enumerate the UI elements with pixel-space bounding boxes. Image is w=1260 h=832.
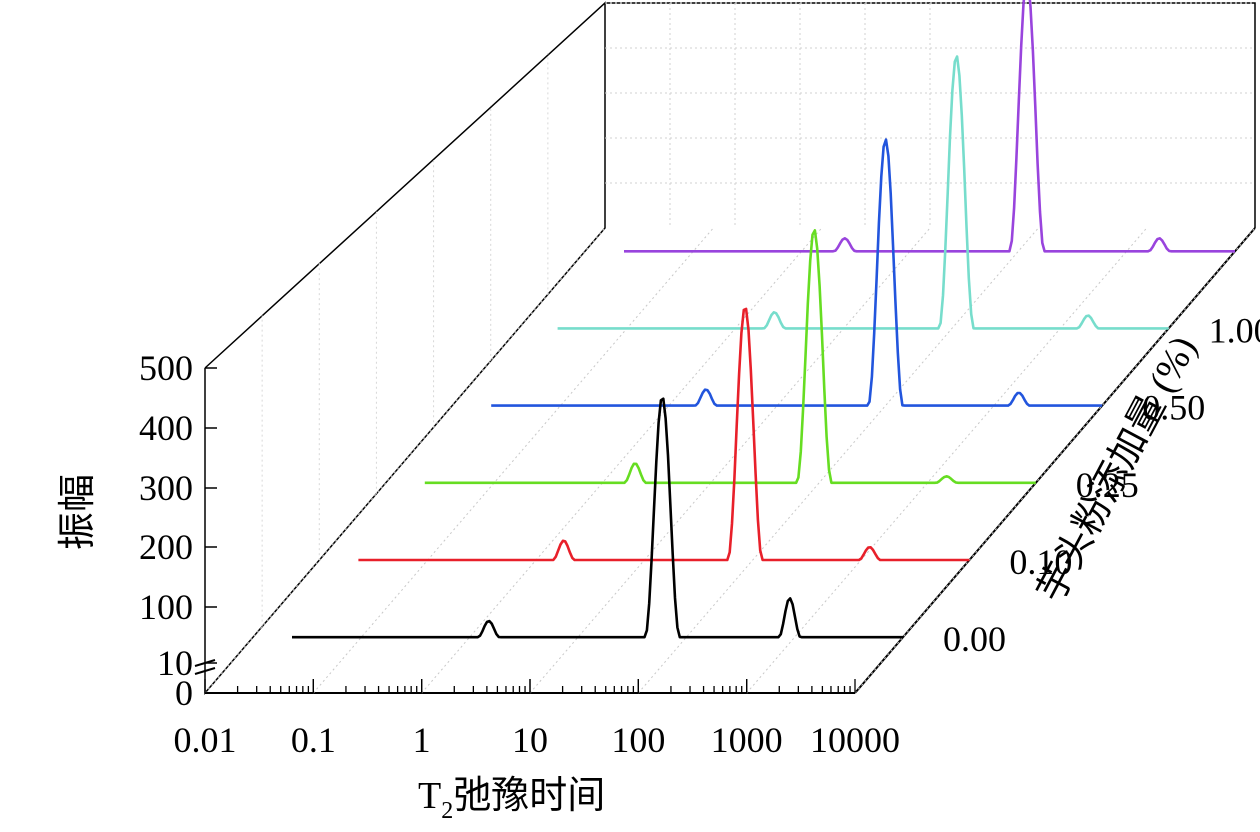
x-tick-label: 10000 (810, 720, 900, 760)
base-grid-line (204, 227, 606, 694)
y-tick-label: 100 (139, 587, 193, 627)
x-axis-title-sub: 2 (441, 798, 453, 824)
x-tick-label: 100 (611, 720, 665, 760)
series-line (557, 55, 1169, 330)
series-line (491, 138, 1103, 407)
series-line (358, 307, 970, 562)
series-line (624, 0, 1235, 253)
chart-frame (204, 1, 1256, 696)
chart-grid (204, 2, 1256, 694)
z-category-label: 0.50 (1142, 388, 1205, 428)
x-tick-label: 10 (512, 720, 548, 760)
x-axis-title-main: T (418, 775, 441, 817)
y-tick-label: 300 (139, 468, 193, 508)
y-tick-label: 10 (157, 643, 193, 683)
z-category-label: 0.10 (1009, 542, 1072, 582)
z-category-label: 0.00 (943, 619, 1006, 659)
y-tick-label: 200 (139, 527, 193, 567)
y-tick-label: 0 (175, 673, 193, 713)
base-grid-line (529, 227, 931, 694)
z-category-label: 0.25 (1076, 465, 1139, 505)
x-tick-label: 1 (413, 720, 431, 760)
z-axis-title: 芋头粉添加量 (%) (1030, 330, 1205, 610)
x-tick-label: 1000 (711, 720, 783, 760)
base-grid-line (746, 227, 1148, 694)
series-line (292, 397, 903, 639)
z-category-label: 1.00 (1209, 310, 1260, 350)
x-tick-label: 0.1 (291, 720, 336, 760)
y-axis-title: 振幅 (57, 474, 99, 550)
y-tick-label: 400 (139, 408, 193, 448)
series-layer (292, 0, 1235, 639)
x-tick-label: 0.01 (174, 720, 237, 760)
base-grid-line (312, 227, 714, 694)
y-axis-ticks: 010 100 200 300 400 500 (139, 348, 217, 713)
z-axis-labels: 1.501.000.500.250.100.00 (943, 310, 1260, 659)
axis-break-mark (194, 659, 216, 675)
series-line (424, 229, 1036, 485)
base-grid-line (421, 227, 823, 694)
left-wall-outline (204, 1, 606, 696)
x-axis-title: T2弛豫时间 (418, 775, 605, 824)
base-grid-line (854, 227, 1256, 694)
x-axis-ticks: 0.01 0.1 1 10 100 1000 10000 (174, 679, 900, 760)
y-tick-label: 500 (139, 348, 193, 388)
x-axis-title-rest: 弛豫时间 (453, 775, 605, 817)
